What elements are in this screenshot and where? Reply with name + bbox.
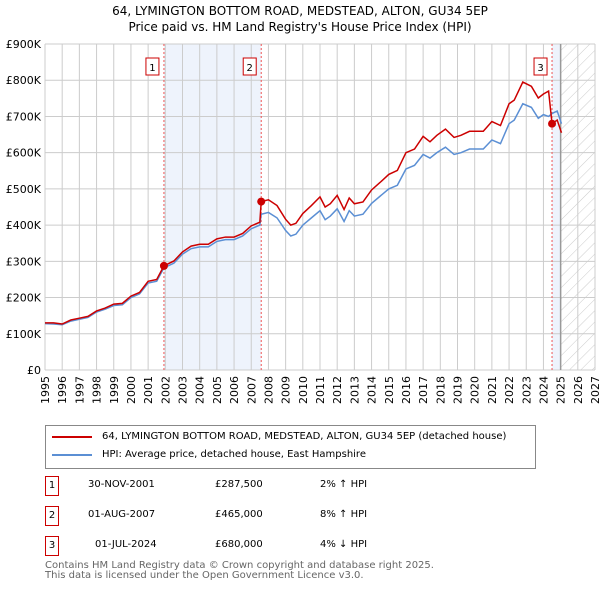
- x-tick-label: 2025: [555, 376, 568, 404]
- sale-label-box: [533, 57, 548, 76]
- sale-point: [257, 197, 266, 206]
- x-tick-label: 2008: [262, 376, 275, 404]
- x-tick-label: 1996: [56, 376, 69, 404]
- x-tick-label: 2016: [400, 376, 413, 404]
- sale-date: 01-AUG-2007: [88, 509, 156, 520]
- x-tick-label: 2009: [280, 376, 293, 404]
- x-tick-label: 2011: [314, 376, 327, 404]
- price-chart: 1995 1996 1997 1998 1999 2000 2001 2002 2003 2004…: [6, 38, 600, 404]
- sale-price: £287,500: [215, 479, 263, 490]
- sale-point: [159, 261, 168, 270]
- y-tick-label: £0: [27, 364, 41, 377]
- x-tick-label: 2001: [142, 376, 155, 404]
- sale-label-number: 1: [149, 63, 155, 74]
- y-tick-label: £700K: [6, 110, 42, 123]
- x-tick-label: 2013: [348, 376, 361, 404]
- footer-licence: This data is licensed under the Open Gov…: [45, 570, 364, 581]
- x-tick-label: 2017: [417, 376, 430, 404]
- x-tick-label: 2005: [211, 376, 224, 404]
- sale-point: [548, 119, 557, 128]
- sale-hpi-diff: 2% ↑ HPI: [320, 479, 368, 490]
- hpi-line: [44, 102, 563, 326]
- sale-price: £465,000: [215, 509, 263, 520]
- y-tick-label: £800K: [6, 74, 42, 87]
- x-tick-label: 2020: [469, 376, 482, 404]
- x-tick-label: 2007: [245, 376, 258, 404]
- property-price-line: [45, 81, 563, 325]
- x-tick-label: 2024: [537, 376, 550, 404]
- y-tick-label: £400K: [6, 219, 42, 232]
- x-tick-label: 2004: [194, 376, 207, 404]
- x-tick-label: 2003: [177, 376, 190, 404]
- x-tick-label: 2000: [125, 376, 138, 404]
- x-tick-label: 2012: [331, 376, 344, 404]
- sale-label-number: 3: [537, 63, 543, 74]
- y-tick-label: £900K: [6, 38, 42, 51]
- x-tick-label: 1997: [73, 376, 86, 404]
- x-tick-label: 1999: [108, 376, 121, 404]
- x-tick-label: 2019: [452, 376, 465, 404]
- sale-period-shade: [552, 44, 561, 370]
- sale-price: £680,000: [215, 539, 263, 550]
- x-tick-label: 2014: [366, 376, 379, 404]
- x-tick-label: 2023: [520, 376, 533, 404]
- footer-copyright: Contains HM Land Registry data © Crown c…: [45, 560, 434, 571]
- sale-hpi-diff: 4% ↓ HPI: [320, 539, 368, 550]
- y-tick-label: £200K: [6, 292, 42, 305]
- legend-property: 64, LYMINGTON BOTTOM ROAD, MEDSTEAD, ALT…: [102, 431, 507, 442]
- sale-label-number: 2: [247, 63, 253, 74]
- sale-hpi-diff: 8% ↑ HPI: [320, 509, 368, 520]
- legend-hpi: HPI: Average price, detached house, East…: [102, 449, 366, 460]
- legend-red-line: [52, 435, 92, 438]
- sale-date: 30-NOV-2001: [88, 479, 155, 490]
- legend: 64, LYMINGTON BOTTOM ROAD, MEDSTEAD, ALT…: [45, 425, 536, 469]
- legend-blue-line: [52, 453, 92, 456]
- sale-period-shade: [163, 44, 262, 370]
- x-tick-label: 2006: [228, 376, 241, 404]
- x-tick-label: 1995: [39, 376, 52, 404]
- sale-number: 2: [45, 506, 59, 526]
- sale-number: 1: [45, 476, 59, 496]
- y-tick-label: £300K: [6, 255, 42, 268]
- sale-number: 3: [45, 536, 59, 556]
- x-tick-label: 2015: [383, 376, 396, 404]
- x-tick-label: 2022: [503, 376, 516, 404]
- x-tick-label: 2021: [486, 376, 499, 404]
- x-tick-label: 2026: [572, 376, 585, 404]
- x-tick-label: 2010: [297, 376, 310, 404]
- sale-date: 01-JUL-2024: [95, 539, 157, 550]
- chart-subtitle: Price paid vs. HM Land Registry's House …: [128, 20, 472, 34]
- chart-title: 64, LYMINGTON BOTTOM ROAD, MEDSTEAD, ALT…: [112, 4, 488, 18]
- x-tick-label: 2002: [159, 376, 172, 404]
- x-tick-label: 2027: [589, 376, 600, 404]
- x-tick-label: 1998: [91, 376, 104, 404]
- y-tick-label: £600K: [6, 147, 42, 160]
- y-tick-label: £100K: [6, 328, 42, 341]
- sale-label-box: [242, 57, 257, 76]
- x-tick-label: 2018: [434, 376, 447, 404]
- footer: Contains HM Land Registry data © Crown c…: [45, 561, 434, 581]
- sale-label-box: [145, 57, 160, 76]
- y-tick-label: £500K: [6, 183, 42, 196]
